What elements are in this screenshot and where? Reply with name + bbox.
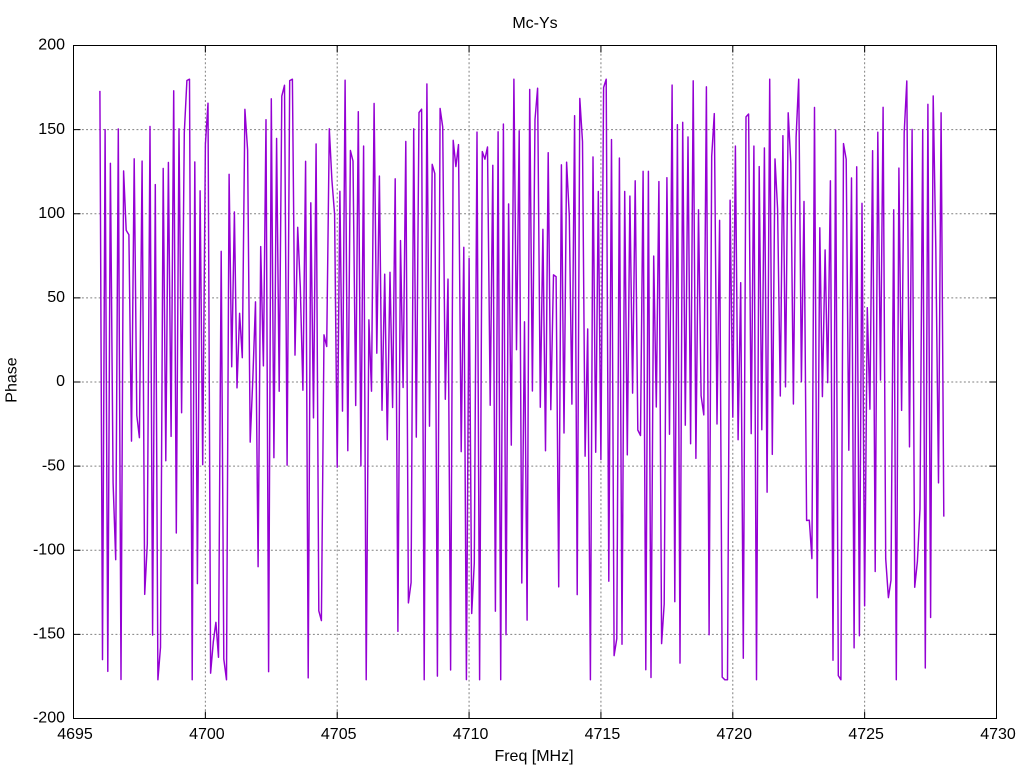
svg-text:Freq [MHz]: Freq [MHz] (494, 748, 573, 765)
svg-text:4730: 4730 (980, 726, 1016, 743)
svg-text:4695: 4695 (57, 726, 93, 743)
svg-text:4700: 4700 (189, 726, 225, 743)
svg-text:-200: -200 (33, 710, 65, 727)
svg-text:4715: 4715 (585, 726, 621, 743)
svg-text:100: 100 (38, 205, 65, 222)
svg-text:-150: -150 (33, 626, 65, 643)
svg-text:0: 0 (56, 373, 65, 390)
svg-text:Mc-Ys: Mc-Ys (512, 15, 557, 32)
svg-text:4710: 4710 (453, 726, 489, 743)
svg-text:150: 150 (38, 121, 65, 138)
svg-text:-100: -100 (33, 542, 65, 559)
svg-text:4725: 4725 (848, 726, 884, 743)
svg-text:4705: 4705 (321, 726, 357, 743)
svg-text:-50: -50 (42, 457, 65, 474)
svg-text:200: 200 (38, 37, 65, 54)
svg-text:Phase: Phase (4, 357, 21, 402)
svg-text:50: 50 (47, 289, 65, 306)
svg-text:4720: 4720 (716, 726, 752, 743)
